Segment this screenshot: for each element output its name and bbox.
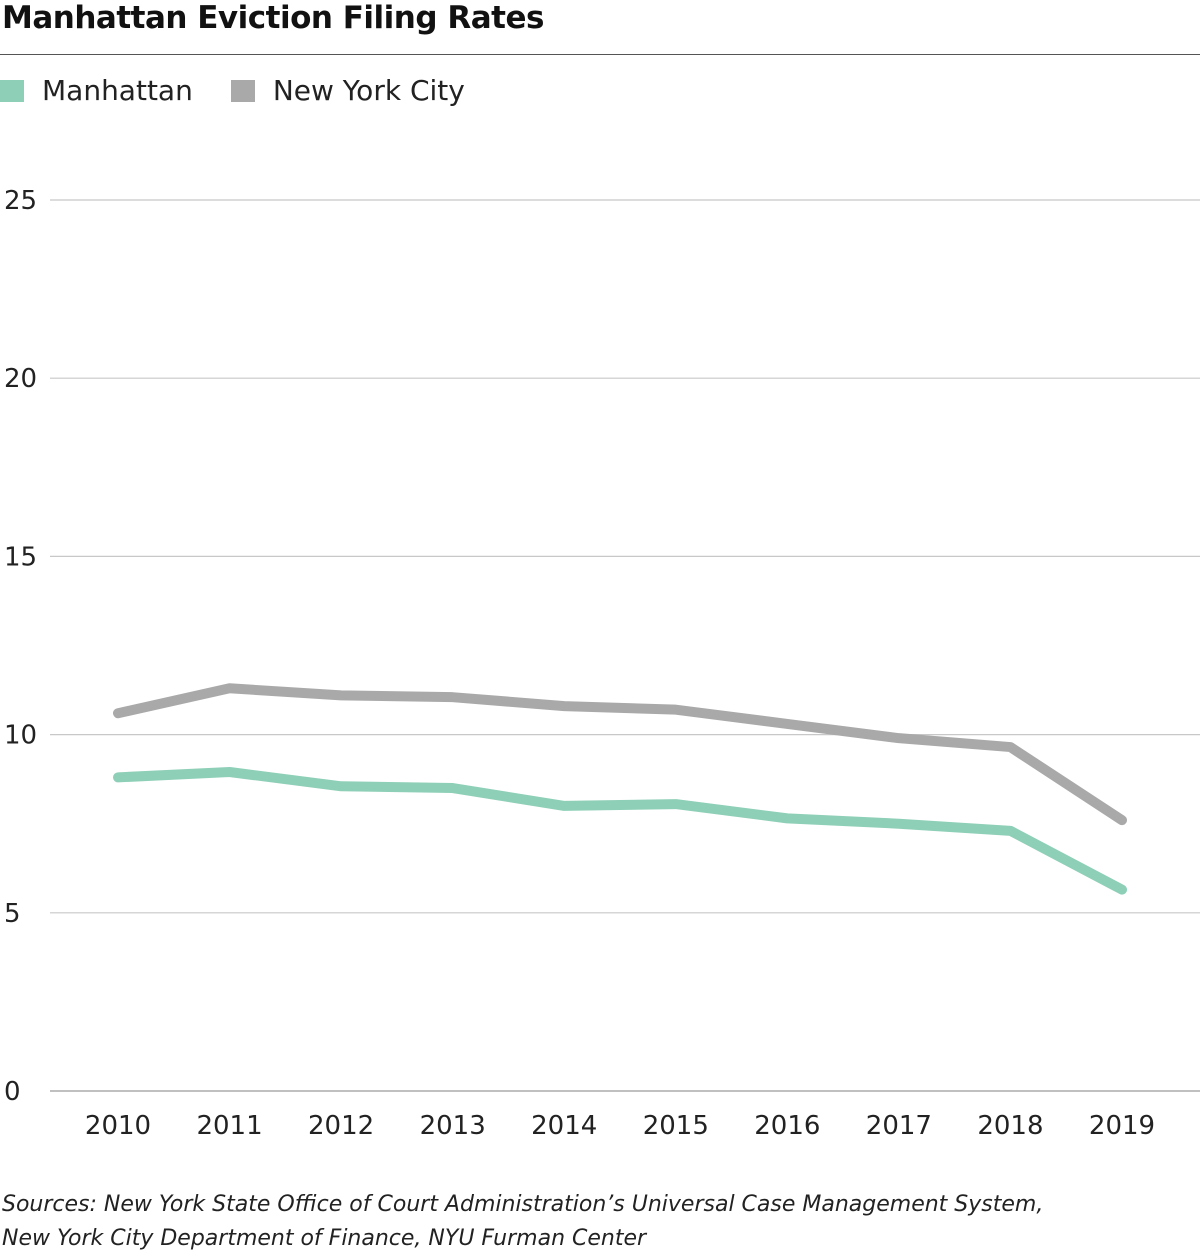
x-tick-label-2010: 2010 [85, 1111, 151, 1141]
x-tick-label-2015: 2015 [643, 1111, 709, 1141]
legend-label-manhattan: Manhattan [42, 74, 193, 107]
legend-label-new-york-city: New York City [272, 74, 465, 107]
x-tick-label-2011: 2011 [196, 1111, 262, 1141]
x-tick-label-2016: 2016 [754, 1111, 820, 1141]
series-line-new-york-city [113, 683, 1127, 826]
title-divider [0, 54, 1200, 55]
legend: Manhattan New York City [0, 74, 503, 107]
source-line-2: New York City Department of Finance, NYU… [2, 1226, 647, 1251]
x-tick-label-2019: 2019 [1089, 1111, 1155, 1141]
chart-title: Manhattan Eviction Filing Rates [2, 0, 544, 36]
x-tick-label-2014: 2014 [531, 1111, 597, 1141]
legend-item-manhattan: Manhattan [0, 74, 193, 107]
y-tick-label-5: 5 [4, 899, 21, 929]
source-note: Sources: New York State Office of Court … [2, 1188, 1043, 1256]
legend-item-new-york-city: New York City [230, 74, 465, 107]
y-tick-label-25: 25 [4, 186, 37, 216]
x-tick-label-2017: 2017 [866, 1111, 932, 1141]
y-tick-label-20: 20 [4, 364, 37, 394]
y-tick-label-0: 0 [4, 1077, 21, 1107]
y-tick-label-10: 10 [4, 721, 37, 751]
y-tick-label-15: 15 [4, 542, 37, 572]
x-tick-label-2012: 2012 [308, 1111, 374, 1141]
legend-swatch-manhattan [0, 79, 24, 102]
series-line-manhattan [113, 767, 1127, 895]
legend-swatch-new-york-city [230, 79, 255, 102]
x-tick-label-2013: 2013 [420, 1111, 486, 1141]
source-line-1: Sources: New York State Office of Court … [2, 1192, 1044, 1217]
x-tick-label-2018: 2018 [977, 1111, 1043, 1141]
